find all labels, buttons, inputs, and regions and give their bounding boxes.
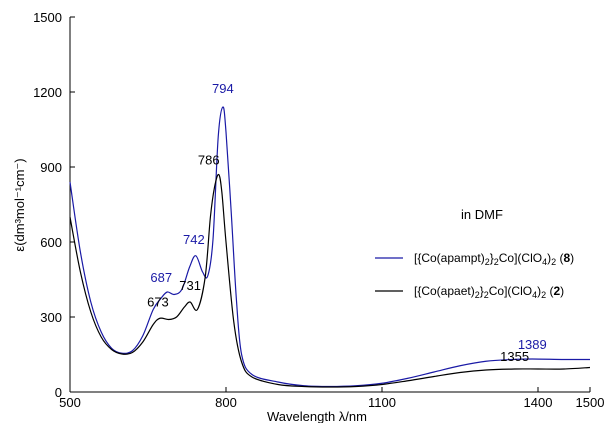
y-tick-label: 0 — [55, 385, 62, 400]
inset-note: in DMF — [461, 207, 503, 222]
y-tick-label: 300 — [40, 310, 62, 325]
x-tick-label: 800 — [215, 395, 237, 410]
y-tick-group: 0 300 600 900 1200 1500 — [33, 10, 75, 400]
x-tick-label: 1100 — [368, 395, 396, 410]
series-layer — [69, 106, 591, 388]
peak-label: 1355 — [500, 349, 529, 364]
x-tick-label: 500 — [59, 395, 81, 410]
y-tick-label: 1500 — [33, 10, 62, 25]
legend: [{Co(apampt)2}2Co](ClO4)2 (8) [{Co(apaet… — [375, 251, 574, 300]
peak-label: 1389 — [518, 337, 547, 352]
series-line-apaet — [69, 173, 591, 388]
legend-label-apampt: [{Co(apampt)2}2Co](ClO4)2 (8) — [414, 251, 574, 267]
y-tick-label: 1200 — [33, 85, 62, 100]
y-tick-label: 600 — [40, 235, 62, 250]
peak-label: 794 — [212, 81, 234, 96]
series-line-apampt — [69, 106, 591, 388]
peak-label: 742 — [183, 232, 205, 247]
x-tick-label: 1500 — [576, 395, 605, 410]
peak-label: 673 — [147, 294, 169, 309]
x-axis-label: Wavelength λ/nm — [267, 409, 367, 423]
x-tick-group: 500 800 1100 1400 1500 — [59, 387, 604, 410]
peak-label: 786 — [198, 153, 220, 168]
y-axis-label: ε(dm³mol⁻¹cm⁻) — [12, 158, 27, 251]
plot-frame — [69, 17, 590, 393]
legend-label-apaet: [{Co(apaet)2}2Co](ClO4)2 (2) — [414, 284, 564, 300]
x-tick-label: 1400 — [524, 395, 553, 410]
peak-label: 687 — [150, 270, 172, 285]
y-tick-label: 900 — [40, 160, 62, 175]
peak-label: 731 — [179, 278, 201, 293]
